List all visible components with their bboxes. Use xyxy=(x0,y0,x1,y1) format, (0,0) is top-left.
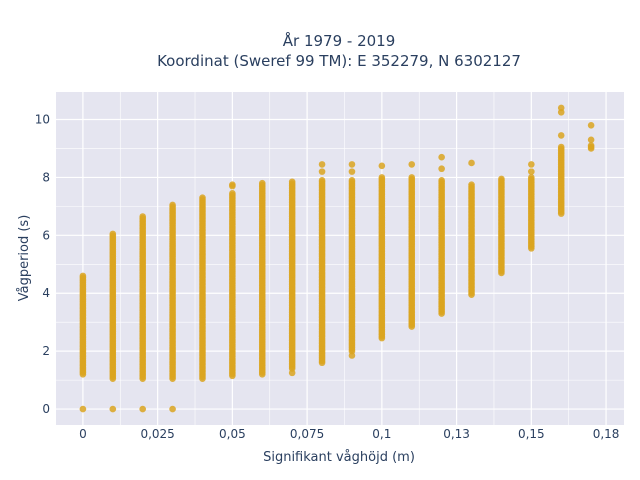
data-points xyxy=(79,104,595,413)
data-point xyxy=(318,161,326,168)
data-point xyxy=(408,161,416,168)
data-point xyxy=(408,174,416,181)
chart-title-line-1: År 1979 - 2019 xyxy=(283,31,396,50)
x-tick-label: 0,18 xyxy=(593,427,620,441)
data-point xyxy=(528,168,535,175)
data-point xyxy=(528,161,535,168)
data-point xyxy=(318,168,326,175)
data-point xyxy=(468,159,475,167)
x-tick-label: 0,1 xyxy=(372,427,391,441)
data-point xyxy=(438,165,445,173)
data-point xyxy=(258,179,266,187)
y-tick-label: 8 xyxy=(42,170,50,184)
data-point xyxy=(528,174,535,181)
data-point xyxy=(229,181,236,188)
data-point xyxy=(169,405,176,413)
data-point xyxy=(199,194,206,201)
y-tick-labels: 0 2 4 6 8 10 xyxy=(35,113,50,417)
data-point xyxy=(139,213,146,220)
data-point xyxy=(587,136,595,144)
data-point xyxy=(468,181,475,188)
data-point xyxy=(557,132,565,139)
y-tick-label: 6 xyxy=(42,228,50,242)
data-point xyxy=(109,230,117,238)
x-tick-label: 0,05 xyxy=(219,427,246,441)
data-point xyxy=(557,143,565,151)
y-tick-label: 2 xyxy=(42,344,50,358)
data-point xyxy=(587,122,595,129)
data-point xyxy=(378,174,386,181)
grid-lines xyxy=(56,92,624,425)
data-point xyxy=(348,161,356,168)
plot-area xyxy=(56,92,624,425)
data-point xyxy=(318,177,326,184)
y-axis-title: Vågperiod (s) xyxy=(17,215,32,302)
chart-title-line-2: Koordinat (Sweref 99 TM): E 352279, N 63… xyxy=(157,52,521,70)
data-point xyxy=(348,177,356,184)
data-point xyxy=(348,352,356,359)
x-tick-label: 0,025 xyxy=(140,427,174,441)
y-tick-label: 0 xyxy=(42,402,50,416)
x-axis-title: Signifikant våghöjd (m) xyxy=(263,450,415,465)
x-tick-label: 0,13 xyxy=(443,427,470,441)
y-tick-label: 10 xyxy=(35,113,50,127)
data-point xyxy=(79,272,87,280)
data-point xyxy=(229,190,236,197)
data-point xyxy=(79,405,87,413)
data-point xyxy=(169,201,176,209)
data-point xyxy=(438,177,445,184)
data-point xyxy=(557,104,565,112)
data-point xyxy=(587,142,595,149)
x-tick-labels: 0 0,025 0,05 0,075 0,1 0,13 0,15 0,18 xyxy=(79,427,619,441)
x-tick-label: 0,075 xyxy=(290,427,324,441)
y-tick-label: 4 xyxy=(42,286,50,300)
x-tick-label: 0,15 xyxy=(518,427,545,441)
data-point xyxy=(139,405,146,413)
data-point xyxy=(438,153,445,161)
data-point xyxy=(288,178,296,186)
data-point xyxy=(498,175,505,183)
data-point xyxy=(348,168,356,175)
data-point xyxy=(109,405,117,413)
x-tick-label: 0 xyxy=(79,427,87,441)
data-point xyxy=(378,162,386,170)
data-point xyxy=(288,369,296,377)
